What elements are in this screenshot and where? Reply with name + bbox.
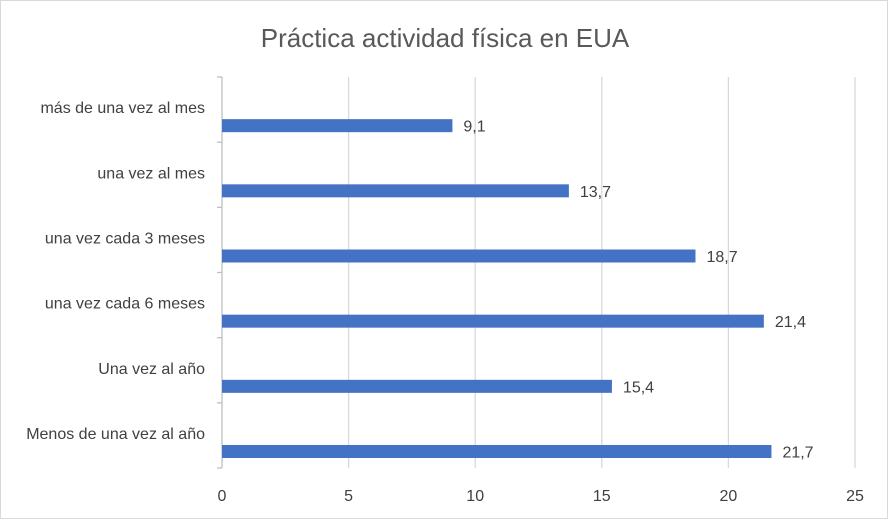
data-label: 15,4 xyxy=(623,379,654,396)
category-label: una vez cada 6 meses xyxy=(45,296,205,313)
category-label: Una vez al año xyxy=(98,361,205,378)
bars xyxy=(222,119,772,458)
bar xyxy=(222,379,612,393)
bar xyxy=(222,119,453,133)
data-label: 21,4 xyxy=(775,314,806,331)
chart-title: Práctica actividad física en EUA xyxy=(261,23,630,53)
bar xyxy=(222,445,772,458)
data-label: 13,7 xyxy=(580,184,611,201)
axes xyxy=(217,76,223,469)
x-tick-label: 15 xyxy=(593,488,611,505)
data-label: 9,1 xyxy=(463,119,485,136)
x-tick-label: 25 xyxy=(846,488,864,505)
x-tick-label: 5 xyxy=(344,488,353,505)
labels: 0 5 10 15 20 25 21,7 Menos de una vez al año 15,… xyxy=(26,100,864,505)
data-label: 18,7 xyxy=(706,249,737,266)
gridlines xyxy=(347,77,856,468)
category-label: una vez al mes xyxy=(97,165,205,182)
x-tick-label: 20 xyxy=(720,488,738,505)
x-tick-label: 0 xyxy=(218,488,227,505)
bar xyxy=(222,184,569,198)
category-label: una vez cada 3 meses xyxy=(45,231,205,248)
category-label: Menos de una vez al año xyxy=(26,426,205,443)
bar xyxy=(222,314,764,328)
data-label: 21,7 xyxy=(782,445,813,462)
category-label: más de una vez al mes xyxy=(40,100,205,117)
bar xyxy=(222,249,696,263)
x-tick-label: 10 xyxy=(466,488,484,505)
